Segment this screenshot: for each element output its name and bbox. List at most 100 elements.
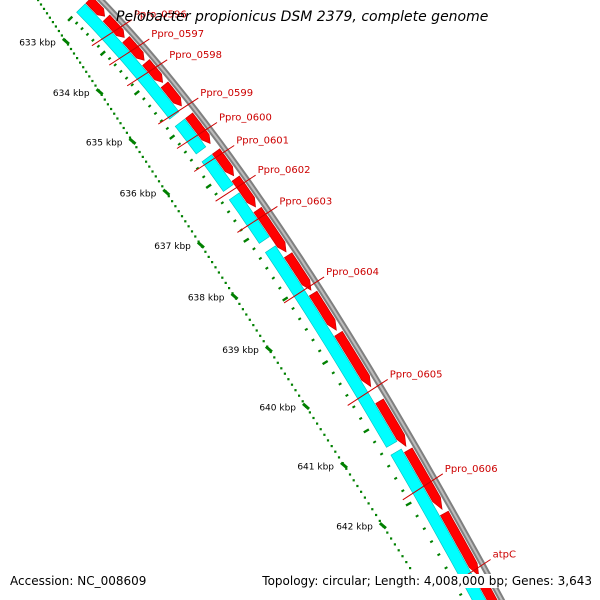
ruler-dot (116, 117, 119, 120)
ruler-dot (405, 561, 408, 564)
ruler-dot (386, 531, 389, 534)
outer-tick (338, 382, 342, 386)
ruler-dot (393, 543, 396, 546)
outer-tick (189, 158, 194, 162)
gene-leader-line (193, 145, 235, 172)
ruler-dot (238, 302, 241, 305)
kbp-tick (196, 241, 205, 249)
ruler-dot (148, 165, 151, 168)
outer-tick (99, 50, 106, 57)
ruler-dot (45, 12, 49, 15)
gene-leader-line (215, 174, 256, 202)
ruler-dot (60, 34, 63, 37)
outer-tick (429, 540, 434, 544)
map-title: Pelobacter propionicus DSM 2379, complet… (116, 9, 489, 25)
ruler-dot (401, 555, 404, 558)
ruler-dot (409, 567, 412, 570)
ruler-dot (334, 450, 337, 453)
outer-tick (226, 210, 231, 214)
outer-tick (458, 593, 463, 597)
gene-leader-line (91, 19, 133, 47)
kbp-tick (230, 292, 239, 301)
outer-tick (321, 359, 329, 366)
ruler-dot (171, 200, 174, 203)
outer-tick (220, 201, 225, 205)
cds-reverse-arrow (334, 330, 372, 388)
ruler-dot (294, 389, 297, 392)
kbp-tick-label: 642 kbp (336, 523, 373, 533)
ruler-dot (190, 230, 194, 233)
ruler-dot (245, 313, 248, 316)
outer-tick (153, 111, 158, 116)
ruler-dot (290, 383, 294, 386)
ruler-dot (94, 84, 97, 87)
accession-value: NC_008609 (77, 574, 147, 588)
cds-reverse-arrow (375, 398, 407, 447)
ruler-dot (316, 422, 319, 425)
gene-leader-line (109, 38, 150, 66)
gene-label: Ppro_0600 (219, 113, 272, 124)
outer-tick (297, 317, 302, 321)
cds-forward-segment (390, 448, 487, 600)
outer-tick (130, 83, 135, 87)
outer-tick (444, 566, 448, 570)
ruler-dot (360, 490, 363, 493)
ruler-dot (141, 155, 144, 158)
outer-tick (372, 440, 377, 444)
ruler-dot (308, 411, 311, 414)
ruler-dot (135, 146, 138, 149)
cds-reverse-arrow (308, 290, 337, 331)
genes-value: 3,643 (557, 574, 592, 588)
kbp-tick-label: 638 kbp (188, 293, 225, 303)
accession-info: Accession: NC_008609 (10, 574, 146, 588)
ruler-dot (82, 66, 85, 69)
ruler-dot (194, 235, 197, 238)
outer-tick (401, 489, 405, 493)
feature-tracks (76, 0, 506, 600)
outer-tick (91, 38, 95, 42)
outer-tick (379, 452, 384, 456)
gene-leader-line (283, 276, 325, 304)
gene-leader-line (402, 473, 444, 501)
kbp-tick-label: 640 kbp (259, 403, 296, 413)
kbp-tick-label: 635 kbp (86, 138, 123, 148)
cds-reverse-arrow (253, 206, 287, 253)
genome-summary: Topology: circular; Length: 4,008,000 bp… (262, 574, 592, 588)
ruler-dot (122, 126, 125, 130)
ruler-dot (138, 150, 141, 154)
outer-tick (437, 553, 441, 557)
ruler-dot (221, 276, 224, 279)
ruler-dot (88, 75, 91, 78)
ruler-dot (298, 394, 301, 397)
ruler-dot (217, 271, 220, 274)
ruler-dot (371, 508, 374, 511)
gene-leader-line (347, 378, 388, 406)
outer-tick (147, 104, 152, 108)
ruler-dot (252, 324, 255, 327)
outer-tick (252, 247, 256, 251)
cds-reverse-arrow (160, 81, 182, 107)
gene-label: Ppro_0604 (326, 267, 379, 278)
outer-tick (352, 405, 356, 409)
outer-tick (195, 166, 200, 171)
ruler-dot (337, 456, 341, 459)
length-value: 4,008,000 bp; (423, 574, 509, 588)
outer-tick (278, 286, 282, 290)
ruler-dot (119, 122, 122, 125)
gene-leader-line (176, 122, 218, 149)
ruler-dot (85, 70, 88, 73)
ruler-dot (248, 318, 251, 321)
gene-label: Ppro_0596 (134, 10, 187, 21)
outer-tick (331, 371, 336, 375)
ruler-dot (228, 287, 231, 290)
ruler-dot (397, 549, 400, 552)
ruler-dot (214, 266, 217, 269)
kbp-tick-label: 633 kbp (19, 38, 56, 48)
cds-reverse-arrow (403, 447, 443, 511)
kbp-tick-label: 636 kbp (120, 189, 157, 199)
cds-reverse-arrow (211, 148, 235, 177)
ruler-dot (262, 340, 265, 343)
ruler-dot (211, 261, 214, 264)
